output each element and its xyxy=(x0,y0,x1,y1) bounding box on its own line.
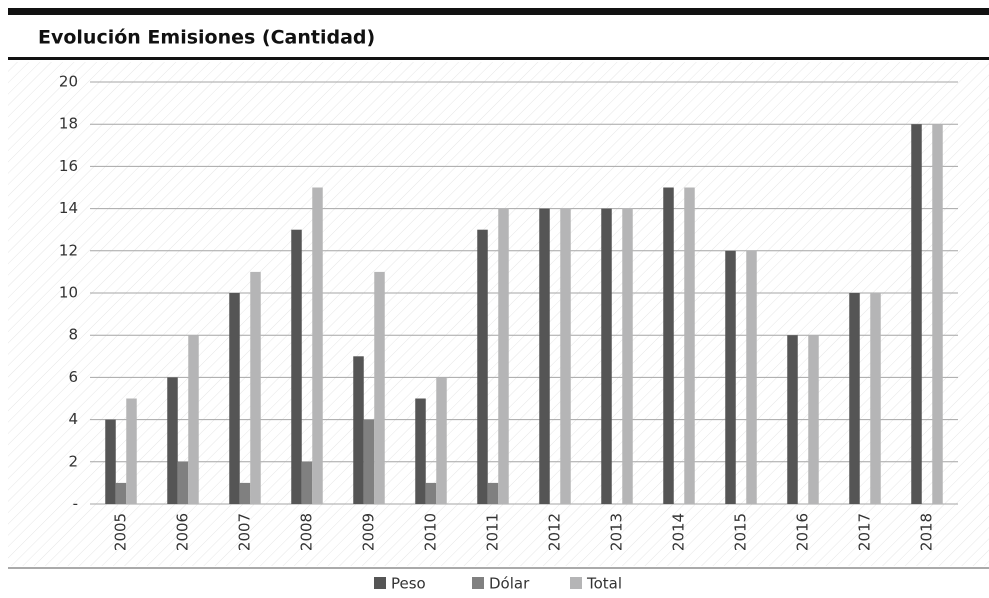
bar xyxy=(312,187,323,504)
bar xyxy=(870,293,881,504)
bar xyxy=(105,419,116,504)
bar xyxy=(477,229,488,504)
bar xyxy=(177,461,189,504)
y-tick-label: 20 xyxy=(59,73,78,91)
bar xyxy=(126,398,137,504)
x-tick-label: 2015 xyxy=(732,513,750,551)
x-tick-label: 2010 xyxy=(422,513,440,551)
title-rule xyxy=(8,57,989,60)
y-tick-label: 16 xyxy=(59,157,78,175)
bar xyxy=(498,208,509,504)
bar xyxy=(229,293,240,504)
bar xyxy=(808,335,819,504)
bar xyxy=(487,482,499,504)
legend-label: Dólar xyxy=(489,575,530,593)
bar xyxy=(849,293,860,504)
x-tick-label: 2009 xyxy=(360,513,378,551)
x-tick-label: 2016 xyxy=(794,513,812,551)
bar xyxy=(250,271,261,504)
bar xyxy=(363,419,375,504)
bar xyxy=(746,250,757,504)
x-tick-label: 2008 xyxy=(298,513,316,551)
bar xyxy=(601,208,612,504)
chart-title: Evolución Emisiones (Cantidad) xyxy=(38,27,375,49)
y-tick-label: 8 xyxy=(68,326,78,344)
bar xyxy=(301,461,313,504)
legend-label: Peso xyxy=(391,575,426,593)
y-tick-label: 14 xyxy=(59,199,78,217)
bar xyxy=(239,482,251,504)
bar xyxy=(932,124,943,504)
bar xyxy=(353,356,364,504)
y-tick-label: 10 xyxy=(59,284,78,302)
bar xyxy=(436,377,447,504)
bar xyxy=(115,482,127,504)
x-tick-label: 2013 xyxy=(608,513,626,551)
bar xyxy=(725,250,736,504)
legend-swatch xyxy=(374,577,386,589)
legend-swatch xyxy=(472,577,484,589)
y-tick-label: 12 xyxy=(59,241,78,259)
bar xyxy=(415,398,426,504)
bar xyxy=(684,187,695,504)
bar xyxy=(167,377,178,504)
bar xyxy=(622,208,633,504)
bar xyxy=(560,208,571,504)
bar xyxy=(291,229,302,504)
bar xyxy=(911,124,922,504)
x-tick-label: 2012 xyxy=(546,513,564,551)
bar xyxy=(188,335,199,504)
x-tick-label: 2005 xyxy=(112,513,130,551)
top-bar xyxy=(8,8,989,15)
bar xyxy=(787,335,798,504)
y-tick-label: 2 xyxy=(68,452,78,470)
legend-label: Total xyxy=(586,575,622,593)
bar xyxy=(374,271,385,504)
x-tick-label: 2017 xyxy=(856,513,874,551)
y-tick-label: 4 xyxy=(68,410,78,428)
x-tick-label: 2006 xyxy=(174,513,192,551)
bar xyxy=(663,187,674,504)
y-tick-label: 6 xyxy=(68,368,78,386)
y-tick-label: - xyxy=(73,495,78,513)
x-tick-label: 2018 xyxy=(918,513,936,551)
bar xyxy=(539,208,550,504)
legend-swatch xyxy=(570,577,582,589)
x-tick-label: 2007 xyxy=(236,513,254,551)
y-tick-label: 18 xyxy=(59,115,78,133)
x-tick-label: 2014 xyxy=(670,513,688,551)
bar xyxy=(425,482,437,504)
x-tick-label: 2011 xyxy=(484,513,502,551)
